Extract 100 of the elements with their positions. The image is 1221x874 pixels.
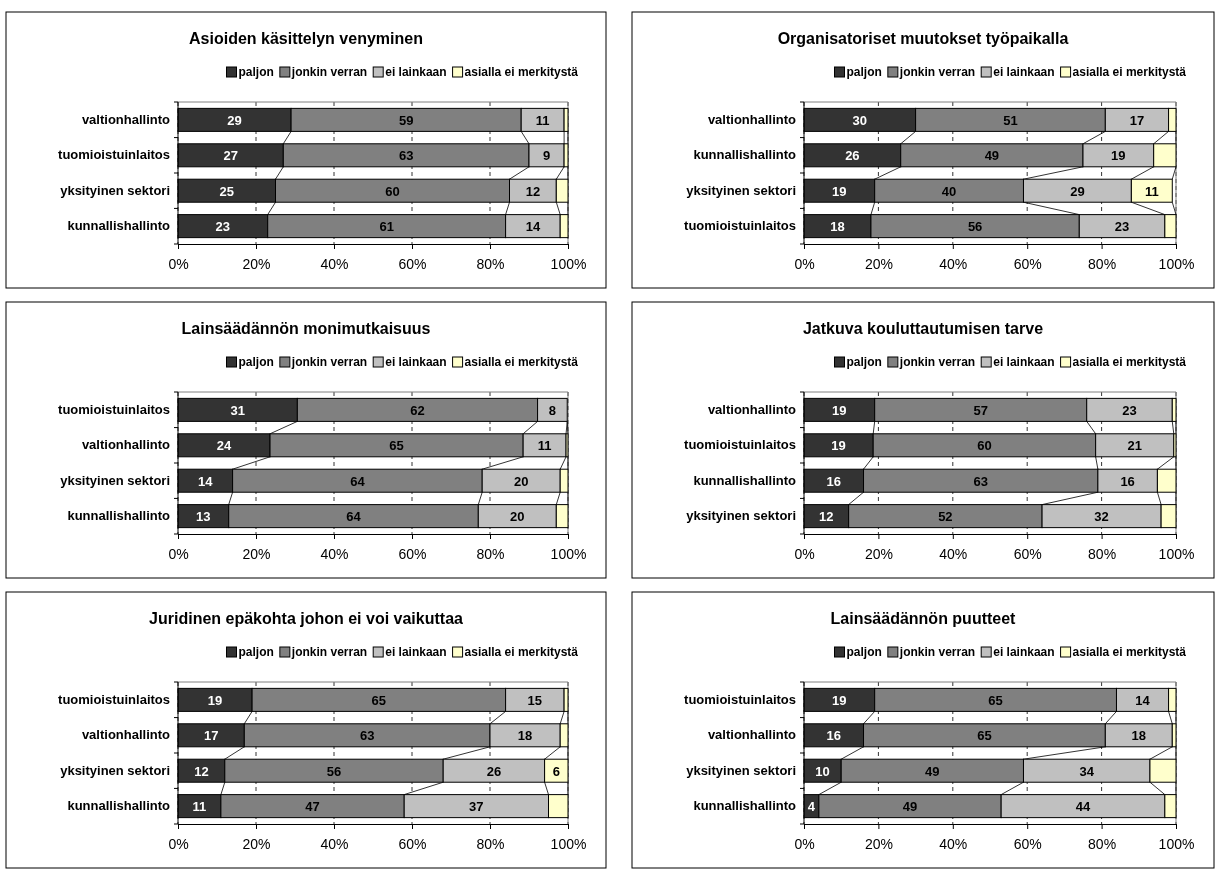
data-label: 24 xyxy=(216,438,233,454)
x-tick-label: 80% xyxy=(1088,835,1117,852)
y-tick-label: yksityinen sektori xyxy=(686,762,796,778)
data-label: 18 xyxy=(830,219,845,235)
y-tick-label: tuomioistuinlaitos xyxy=(58,402,170,418)
x-tick-label: 60% xyxy=(1013,835,1042,852)
chart-title: Jatkuva kouluttautumisen tarve xyxy=(802,320,1044,337)
y-tick-label: kunnallishallinto xyxy=(67,218,171,234)
legend-label: asialla ei merkitystä xyxy=(464,355,579,369)
legend-label: ei lainkaan xyxy=(385,65,447,79)
data-label: 63 xyxy=(973,473,988,489)
data-label: 10 xyxy=(815,763,830,779)
legend-label: paljon xyxy=(238,65,274,79)
data-label: 15 xyxy=(527,692,543,708)
x-tick-label: 100% xyxy=(550,255,587,272)
data-label: 34 xyxy=(1079,763,1095,779)
data-label: 19 xyxy=(207,692,223,708)
x-tick-label: 80% xyxy=(476,255,505,272)
data-label: 23 xyxy=(1114,219,1130,235)
data-label: 20 xyxy=(513,473,529,489)
x-tick-label: 20% xyxy=(242,545,271,562)
y-tick-label: valtionhallinto xyxy=(81,112,171,128)
data-label: 49 xyxy=(902,799,918,815)
data-label: 26 xyxy=(845,148,860,164)
legend-label: asialla ei merkitystä xyxy=(1072,355,1187,369)
data-label: 19 xyxy=(831,438,846,454)
data-label: 26 xyxy=(486,763,502,779)
data-label: 25 xyxy=(219,183,234,199)
data-label: 49 xyxy=(984,148,1000,164)
data-label: 65 xyxy=(988,692,1003,708)
data-label: 21 xyxy=(1127,438,1142,454)
data-label: 65 xyxy=(389,438,404,454)
legend-label: ei lainkaan xyxy=(993,355,1055,369)
data-label: 16 xyxy=(826,728,841,744)
data-label: 17 xyxy=(203,728,219,744)
data-label: 29 xyxy=(227,112,242,128)
data-label: 29 xyxy=(1070,183,1085,199)
y-tick-label: valtionhallinto xyxy=(81,437,171,453)
x-tick-label: 60% xyxy=(1013,255,1042,272)
data-label: 8 xyxy=(548,402,557,418)
data-label: 19 xyxy=(832,183,847,199)
x-tick-label: 100% xyxy=(1158,835,1195,852)
y-tick-label: kunnallishallinto xyxy=(693,147,797,163)
data-label: 11 xyxy=(192,799,207,815)
x-tick-label: 0% xyxy=(168,545,189,562)
legend-label: jonkin verran xyxy=(898,65,976,79)
x-tick-label: 80% xyxy=(1088,545,1117,562)
y-tick-label: yksityinen sektori xyxy=(60,762,170,778)
y-tick-label: valtionhallinto xyxy=(81,727,171,743)
legend-label: paljon xyxy=(238,355,274,369)
data-label: 14 xyxy=(198,473,214,489)
legend-label: paljon xyxy=(238,645,274,659)
data-label: 17 xyxy=(1129,112,1145,128)
data-label: 23 xyxy=(1122,402,1137,418)
legend-label: asialla ei merkitystä xyxy=(1072,65,1187,79)
data-label: 12 xyxy=(194,763,209,779)
x-tick-label: 60% xyxy=(1013,545,1042,562)
data-label: 12 xyxy=(525,183,541,199)
legend-label: jonkin verran xyxy=(898,355,976,369)
data-label: 14 xyxy=(525,219,541,235)
data-label: 6 xyxy=(552,763,560,779)
legend-label: jonkin verran xyxy=(290,65,368,79)
y-tick-label: kunnallishallinto xyxy=(693,798,797,814)
x-tick-label: 100% xyxy=(1158,545,1195,562)
data-label: 11 xyxy=(535,112,550,128)
x-tick-label: 0% xyxy=(794,835,815,852)
y-tick-label: valtionhallinto xyxy=(707,727,797,743)
data-label: 63 xyxy=(359,728,375,744)
y-tick-label: kunnallishallinto xyxy=(67,508,171,524)
data-label: 31 xyxy=(230,402,245,418)
x-tick-label: 80% xyxy=(476,835,505,852)
y-tick-label: tuomioistuinlaitos xyxy=(58,692,170,708)
y-tick-label: yksityinen sektori xyxy=(686,182,796,198)
legend-label: paljon xyxy=(846,645,882,659)
y-tick-label: kunnallishallinto xyxy=(693,472,797,488)
x-tick-label: 80% xyxy=(476,545,505,562)
x-tick-label: 20% xyxy=(242,835,271,852)
legend-label: jonkin verran xyxy=(898,645,976,659)
legend-label: ei lainkaan xyxy=(993,645,1055,659)
x-tick-label: 40% xyxy=(320,255,349,272)
data-label: 11 xyxy=(537,438,552,454)
x-tick-label: 40% xyxy=(939,255,968,272)
x-tick-label: 40% xyxy=(320,545,349,562)
x-tick-label: 20% xyxy=(864,255,893,272)
x-tick-label: 60% xyxy=(398,545,427,562)
y-tick-label: tuomioistuinlaitos xyxy=(684,692,796,708)
x-tick-label: 100% xyxy=(550,545,587,562)
chart-title: Lainsäädännön monimutkaisuus xyxy=(181,320,431,337)
y-tick-label: valtionhallinto xyxy=(707,112,797,128)
data-label: 27 xyxy=(223,148,238,164)
x-tick-label: 40% xyxy=(320,835,349,852)
data-label: 60 xyxy=(977,438,992,454)
data-label: 9 xyxy=(542,148,551,164)
data-label: 56 xyxy=(967,219,983,235)
legend-label: paljon xyxy=(846,355,882,369)
legend-label: ei lainkaan xyxy=(385,355,447,369)
data-label: 20 xyxy=(510,509,525,525)
data-label: 19 xyxy=(832,692,847,708)
y-tick-label: valtionhallinto xyxy=(707,402,797,418)
x-tick-label: 0% xyxy=(168,835,189,852)
